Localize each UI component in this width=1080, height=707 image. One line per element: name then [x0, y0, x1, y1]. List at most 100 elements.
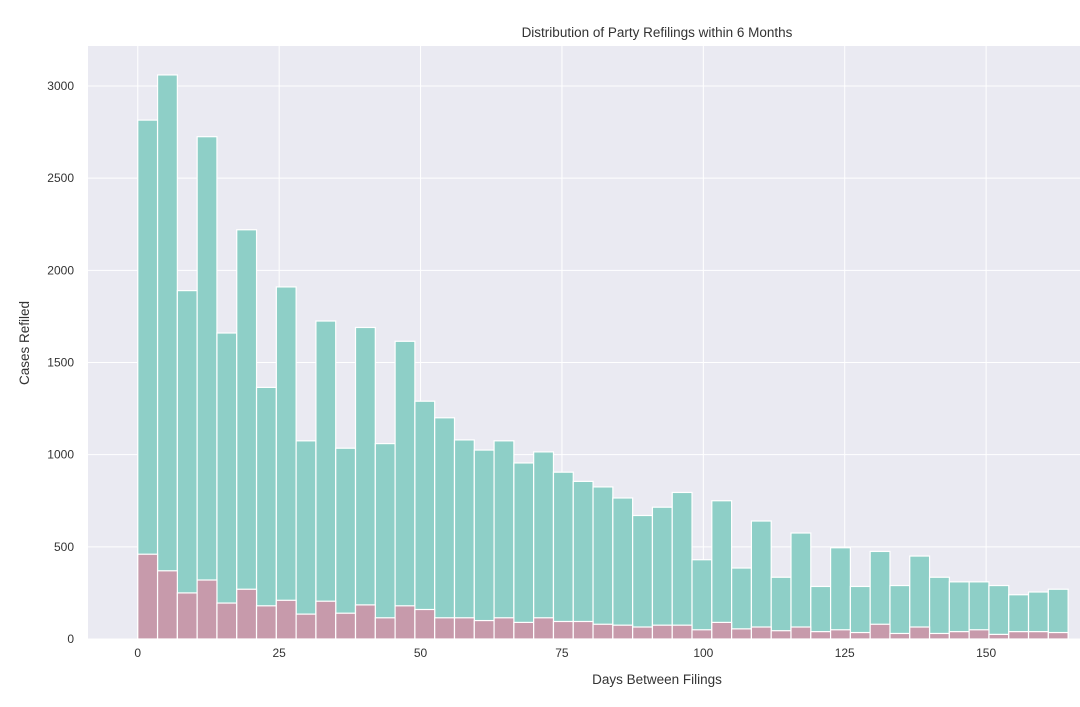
y-tick-label: 2000: [47, 263, 74, 277]
bar-party-refilings: [196, 579, 218, 640]
chart-title: Distribution of Party Refilings within 6…: [522, 25, 793, 40]
bar-party-refilings: [236, 588, 258, 640]
bar-party-refilings: [493, 617, 515, 640]
x-axis-label: Days Between Filings: [592, 672, 722, 687]
bar-party-refilings: [473, 619, 495, 640]
bar-party-refilings: [1027, 631, 1049, 640]
bar-all-refilings: [295, 440, 317, 640]
bar-party-refilings: [691, 629, 713, 640]
bar-all-refilings: [236, 229, 258, 640]
y-tick-label: 1000: [47, 448, 74, 462]
bar-all-refilings: [196, 136, 218, 640]
bar-all-refilings: [988, 584, 1010, 640]
y-axis-label: Cases Refiled: [17, 301, 32, 385]
bars: [137, 74, 1069, 640]
bar-all-refilings: [414, 400, 436, 640]
bar-all-refilings: [315, 320, 337, 640]
bar-all-refilings: [1047, 588, 1069, 640]
bar-all-refilings: [176, 290, 198, 640]
bar-all-refilings: [612, 497, 634, 640]
bar-all-refilings: [216, 332, 238, 640]
x-tick-label: 125: [835, 646, 855, 660]
bar-all-refilings: [374, 443, 396, 640]
bar-all-refilings: [394, 340, 416, 640]
bar-party-refilings: [374, 617, 396, 640]
bar-party-refilings: [750, 626, 772, 640]
bar-party-refilings: [394, 605, 416, 640]
bar-party-refilings: [770, 630, 792, 640]
bar-party-refilings: [275, 599, 297, 640]
bar-all-refilings: [493, 440, 515, 640]
bar-party-refilings: [592, 623, 614, 640]
bar-party-refilings: [552, 620, 574, 640]
x-tick-label: 75: [555, 646, 569, 660]
bar-all-refilings: [829, 547, 851, 640]
bar-all-refilings: [552, 471, 574, 640]
bar-all-refilings: [671, 491, 693, 640]
bar-party-refilings: [295, 613, 317, 640]
bar-all-refilings: [453, 439, 475, 640]
bar-all-refilings: [691, 559, 713, 640]
bar-party-refilings: [948, 631, 970, 640]
bar-party-refilings: [671, 624, 693, 640]
bar-all-refilings: [948, 581, 970, 640]
bar-party-refilings: [176, 592, 198, 640]
bar-all-refilings: [889, 584, 911, 640]
bar-party-refilings: [335, 612, 357, 640]
bar-party-refilings: [1047, 631, 1069, 640]
bar-party-refilings: [790, 626, 812, 640]
bar-party-refilings: [533, 617, 555, 640]
bar-all-refilings: [651, 506, 673, 640]
bar-all-refilings: [473, 449, 495, 640]
bar-party-refilings: [928, 632, 950, 640]
bar-all-refilings: [572, 480, 594, 640]
y-tick-label: 0: [67, 632, 74, 646]
x-tick-label: 100: [693, 646, 713, 660]
bar-all-refilings: [533, 451, 555, 640]
y-tick-label: 500: [54, 540, 74, 554]
y-tick-label: 2500: [47, 171, 74, 185]
bar-all-refilings: [592, 486, 614, 640]
bar-party-refilings: [829, 629, 851, 640]
y-tick-label: 3000: [47, 79, 74, 93]
bar-party-refilings: [731, 628, 753, 640]
bar-party-refilings: [354, 604, 376, 640]
bar-party-refilings: [711, 621, 733, 640]
bar-party-refilings: [414, 608, 436, 640]
bar-all-refilings: [849, 585, 871, 640]
bar-party-refilings: [988, 633, 1010, 640]
bar-all-refilings: [156, 74, 178, 640]
bar-party-refilings: [572, 620, 594, 640]
bar-all-refilings: [750, 520, 772, 640]
x-tick-label: 50: [414, 646, 428, 660]
bar-party-refilings: [434, 617, 456, 640]
bar-party-refilings: [869, 623, 891, 640]
bar-party-refilings: [909, 626, 931, 640]
bar-all-refilings: [434, 417, 456, 640]
bar-party-refilings: [651, 624, 673, 640]
bar-party-refilings: [137, 553, 159, 640]
x-tick-label: 0: [134, 646, 141, 660]
bar-party-refilings: [255, 605, 277, 640]
bar-party-refilings: [889, 632, 911, 640]
bar-party-refilings: [810, 631, 832, 640]
y-tick-label: 1500: [47, 356, 74, 370]
bar-all-refilings: [255, 386, 277, 640]
bar-party-refilings: [315, 600, 337, 640]
x-tick-label: 25: [272, 646, 286, 660]
bar-all-refilings: [790, 532, 812, 640]
bar-party-refilings: [216, 602, 238, 640]
bar-all-refilings: [711, 500, 733, 640]
bar-party-refilings: [968, 629, 990, 640]
bar-party-refilings: [513, 621, 535, 640]
bar-party-refilings: [849, 631, 871, 640]
bar-all-refilings: [928, 576, 950, 640]
bar-party-refilings: [156, 570, 178, 640]
bar-all-refilings: [354, 326, 376, 640]
bar-party-refilings: [632, 626, 654, 640]
bar-all-refilings: [335, 447, 357, 640]
bar-party-refilings: [453, 617, 475, 640]
bar-all-refilings: [275, 286, 297, 640]
